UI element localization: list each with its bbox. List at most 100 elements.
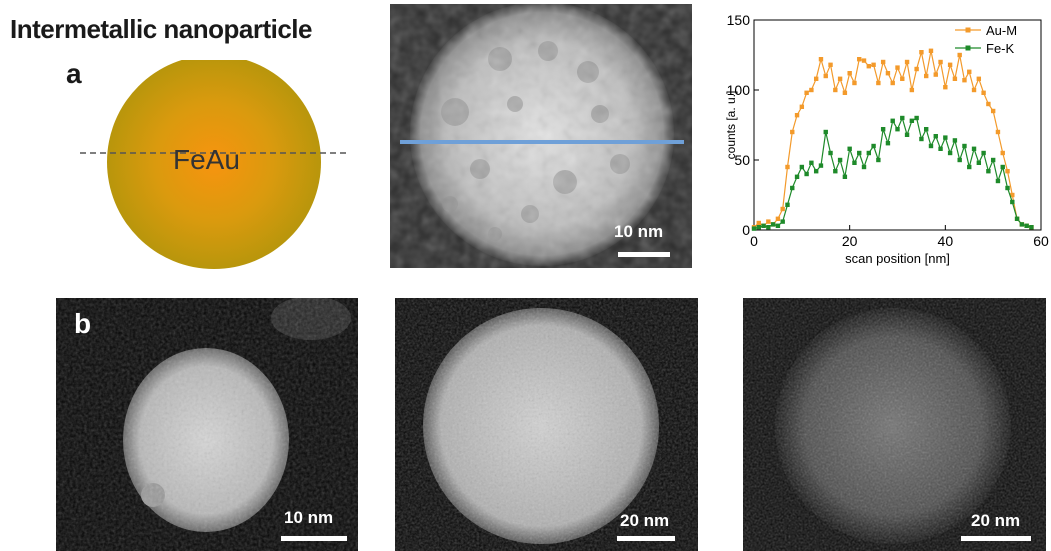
data-point-Fe-K xyxy=(890,118,895,123)
data-point-Au-M xyxy=(962,78,967,83)
data-point-Au-M xyxy=(833,87,838,93)
y-axis-label: counts [a. u.] xyxy=(724,91,738,160)
legend-marker-Fe-K xyxy=(965,45,971,51)
data-point-Fe-K xyxy=(914,115,919,121)
data-point-Fe-K xyxy=(1029,225,1034,230)
data-point-Fe-K xyxy=(1024,223,1029,228)
data-point-Au-M xyxy=(780,206,785,212)
data-point-Fe-K xyxy=(751,226,757,231)
data-point-Fe-K xyxy=(809,160,814,165)
data-point-Fe-K xyxy=(775,223,781,228)
stem-image-b2: 20 nm xyxy=(395,298,698,551)
data-point-Au-M xyxy=(904,59,910,65)
data-point-Fe-K xyxy=(804,171,809,177)
y-tick-label: 0 xyxy=(742,222,750,238)
stem-image-top: 10 nm xyxy=(390,4,692,268)
legend-label-Au-M: Au-M xyxy=(986,23,1017,38)
data-point-Fe-K xyxy=(847,146,852,151)
data-point-Fe-K xyxy=(990,157,996,163)
line-profile-chart: 0 20 40 60 0 50 100 150 scan position [nm] counts… xyxy=(700,8,1051,290)
data-point-Fe-K xyxy=(1014,216,1020,221)
data-point-Fe-K xyxy=(924,127,929,132)
data-point-Au-M xyxy=(804,90,809,95)
x-tick-label: 20 xyxy=(842,233,858,249)
data-point-Fe-K xyxy=(981,150,986,156)
data-point-Au-M xyxy=(871,62,876,67)
y-tick-label: 50 xyxy=(734,152,750,168)
data-point-Fe-K xyxy=(962,143,967,149)
data-point-Au-M xyxy=(1000,150,1005,156)
data-point-Fe-K xyxy=(794,174,800,179)
data-point-Fe-K xyxy=(780,219,785,224)
data-point-Fe-K xyxy=(852,160,857,165)
data-point-Au-M xyxy=(900,76,905,81)
data-point-Au-M xyxy=(794,113,800,118)
data-point-Au-M xyxy=(861,58,867,63)
data-point-Fe-K xyxy=(818,163,824,168)
data-point-Au-M xyxy=(986,101,991,107)
data-point-Fe-K xyxy=(900,115,905,121)
y-tick-label: 150 xyxy=(727,12,751,28)
data-point-Au-M xyxy=(890,80,895,86)
data-point-Fe-K xyxy=(1019,222,1025,227)
data-point-Fe-K xyxy=(813,169,819,174)
data-point-Au-M xyxy=(971,87,977,93)
panel-a-label: a xyxy=(66,58,82,89)
scale-label-b1: 10 nm xyxy=(284,508,334,527)
data-point-Au-M xyxy=(952,76,958,81)
particle-circle xyxy=(107,55,321,269)
data-point-Au-M xyxy=(947,62,953,67)
data-point-Fe-K xyxy=(976,160,982,165)
data-point-Fe-K xyxy=(986,169,991,174)
data-point-Au-M xyxy=(866,64,871,69)
data-point-Fe-K xyxy=(770,222,776,227)
panel-b-label: b xyxy=(74,308,92,339)
data-point-Au-M xyxy=(828,62,833,67)
data-point-Au-M xyxy=(823,73,828,79)
data-point-Fe-K xyxy=(861,164,867,170)
scale-bar-top xyxy=(618,252,670,257)
data-point-Fe-K xyxy=(766,225,771,230)
stem-image-top-render xyxy=(390,4,692,268)
data-point-Fe-K xyxy=(857,150,862,156)
data-point-Au-M xyxy=(790,129,795,135)
data-point-Fe-K xyxy=(909,118,915,123)
data-point-Fe-K xyxy=(919,136,924,142)
x-tick-label: 40 xyxy=(938,233,954,249)
data-point-Fe-K xyxy=(790,185,795,191)
data-point-Au-M xyxy=(967,69,972,74)
data-point-Fe-K xyxy=(823,129,828,135)
data-point-Au-M xyxy=(957,52,962,58)
data-point-Fe-K xyxy=(904,132,910,137)
data-point-Au-M xyxy=(756,220,761,226)
data-point-Fe-K xyxy=(880,127,886,132)
data-point-Au-M xyxy=(766,219,771,224)
data-point-Au-M xyxy=(813,76,819,81)
data-point-Fe-K xyxy=(1010,199,1015,205)
plot-frame xyxy=(753,19,1042,231)
legend-marker-Au-M xyxy=(965,27,971,33)
data-point-Au-M xyxy=(775,216,781,221)
data-point-Fe-K xyxy=(842,174,848,179)
data-point-Fe-K xyxy=(971,146,977,151)
data-point-Fe-K xyxy=(895,127,900,132)
data-point-Au-M xyxy=(852,80,857,86)
data-point-Au-M xyxy=(857,57,862,62)
data-point-Fe-K xyxy=(995,178,1001,184)
data-point-Au-M xyxy=(876,80,881,86)
data-point-Au-M xyxy=(995,129,1001,135)
data-point-Fe-K xyxy=(885,141,891,146)
data-point-Au-M xyxy=(847,71,852,76)
data-point-Fe-K xyxy=(756,225,761,230)
data-point-Fe-K xyxy=(947,150,953,156)
data-point-Au-M xyxy=(914,66,919,72)
scale-label-b2: 20 nm xyxy=(620,511,670,530)
data-point-Fe-K xyxy=(871,143,876,149)
data-point-Fe-K xyxy=(1005,185,1010,191)
data-point-Fe-K xyxy=(933,134,938,139)
data-point-Au-M xyxy=(1005,169,1010,174)
data-point-Fe-K xyxy=(967,164,972,170)
data-point-Fe-K xyxy=(1000,164,1005,170)
data-point-Au-M xyxy=(895,65,900,70)
data-point-Au-M xyxy=(1010,192,1015,198)
